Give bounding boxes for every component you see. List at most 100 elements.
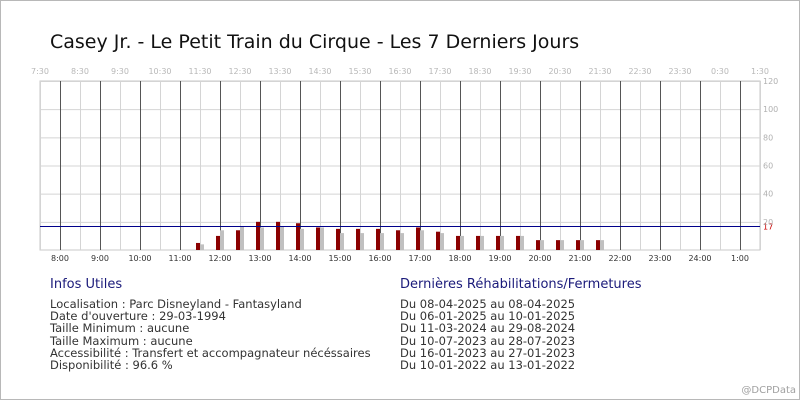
bar-series-2 — [540, 240, 544, 250]
bar-series-2 — [380, 233, 384, 250]
top-tick-label: 14:30 — [308, 67, 331, 76]
y-tick-label: 20 — [763, 218, 773, 227]
bar-series-1 — [416, 227, 420, 250]
bar-series-1 — [516, 235, 520, 250]
closures-panel-title: Dernières Réhabilitations/Fermetures — [400, 277, 642, 292]
bottom-tick-label: 13:00 — [248, 254, 271, 263]
y-tick-label: 120 — [763, 77, 778, 86]
top-tick-label: 16:30 — [388, 67, 411, 76]
bar-series-2 — [300, 228, 304, 250]
bottom-tick-label: 1:00 — [731, 254, 749, 263]
bar-series-2 — [480, 235, 484, 250]
info-availability: Disponibilité : 96.6 % — [50, 357, 173, 372]
top-tick-label: 22:30 — [628, 67, 651, 76]
bar-series-2 — [320, 227, 324, 250]
bar-series-2 — [560, 240, 564, 250]
bar-series-1 — [316, 227, 320, 250]
closure-item: Du 16-01-2023 au 27-01-2023 — [400, 345, 576, 360]
bar-series-1 — [296, 223, 300, 250]
info-opening-date: Date d'ouverture : 29-03-1994 — [50, 309, 226, 324]
bar-series-2 — [260, 227, 264, 250]
bar-series-2 — [240, 226, 244, 250]
top-tick-label: 20:30 — [548, 67, 571, 76]
bar-series-1 — [376, 228, 380, 250]
bar-series-2 — [440, 233, 444, 250]
bottom-tick-label: 18:00 — [448, 254, 471, 263]
top-tick-label: 18:30 — [468, 67, 491, 76]
top-tick-label: 1:30 — [751, 67, 769, 76]
bar-series-1 — [536, 240, 540, 250]
watermark: @DCPData — [741, 385, 796, 396]
bar-series-1 — [496, 235, 500, 250]
bottom-tick-label: 22:00 — [608, 254, 631, 263]
y-tick-label: 80 — [763, 133, 773, 142]
bottom-tick-label: 15:00 — [328, 254, 351, 263]
top-tick-label: 21:30 — [588, 67, 611, 76]
closure-item: Du 11-03-2024 au 29-08-2024 — [400, 321, 576, 336]
bar-series-1 — [456, 235, 460, 250]
bar-series-1 — [236, 230, 240, 250]
bar-series-1 — [556, 240, 560, 250]
bottom-tick-label: 9:00 — [91, 254, 109, 263]
info-accessibility: Accessibilité : Transfert et accompagnat… — [50, 345, 371, 360]
bar-series-1 — [196, 242, 200, 250]
bottom-tick-label: 19:00 — [488, 254, 511, 263]
bar-series-2 — [500, 235, 504, 250]
top-tick-label: 15:30 — [348, 67, 371, 76]
closure-item: Du 08-04-2025 au 08-04-2025 — [400, 297, 576, 311]
top-tick-label: 13:30 — [268, 67, 291, 76]
info-min-height: Taille Minimum : aucune — [50, 321, 190, 336]
bar-series-2 — [420, 230, 424, 250]
top-tick-label: 19:30 — [508, 67, 531, 76]
bar-series-1 — [436, 231, 440, 250]
bar-series-2 — [400, 233, 404, 250]
top-tick-label: 10:30 — [148, 67, 171, 76]
bar-series-1 — [336, 228, 340, 250]
bar-series-1 — [216, 235, 220, 250]
top-tick-label: 8:30 — [71, 67, 89, 76]
y-tick-label: 100 — [763, 105, 778, 114]
info-location: Localisation : Parc Disneyland - Fantasy… — [50, 297, 302, 311]
top-tick-label: 9:30 — [111, 67, 129, 76]
bar-series-1 — [256, 221, 260, 250]
bar-series-1 — [576, 240, 580, 250]
bottom-tick-label: 24:00 — [688, 254, 711, 263]
bar-series-2 — [520, 235, 524, 250]
bottom-tick-label: 20:00 — [528, 254, 551, 263]
bottom-tick-label: 12:00 — [208, 254, 231, 263]
bottom-tick-label: 8:00 — [51, 254, 69, 263]
bottom-tick-label: 16:00 — [368, 254, 391, 263]
y-tick-label: 60 — [763, 162, 773, 171]
info-list: Localisation : Parc Disneyland - Fantasy… — [50, 298, 371, 371]
bar-series-1 — [356, 228, 360, 250]
bar-series-2 — [580, 240, 584, 250]
bar-series-1 — [476, 235, 480, 250]
bar-series-2 — [200, 244, 204, 250]
closures-list: Du 08-04-2025 au 08-04-2025 Du 06-01-202… — [400, 298, 575, 371]
closure-item: Du 06-01-2025 au 10-01-2025 — [400, 309, 576, 324]
bar-series-1 — [596, 240, 600, 250]
top-tick-label: 17:30 — [428, 67, 451, 76]
bar-series-1 — [276, 221, 280, 250]
bar-series-2 — [220, 230, 224, 250]
bar-series-2 — [360, 233, 364, 250]
bar-series-2 — [600, 240, 604, 250]
bottom-tick-label: 21:00 — [568, 254, 591, 263]
info-panel-title: Infos Utiles — [50, 277, 123, 292]
info-max-height: Taille Maximum : aucune — [50, 333, 193, 348]
y-tick-label: 40 — [763, 190, 773, 199]
bottom-tick-label: 14:00 — [288, 254, 311, 263]
bottom-tick-label: 10:00 — [128, 254, 151, 263]
top-tick-label: 11:30 — [188, 67, 211, 76]
bar-series-2 — [340, 233, 344, 250]
top-tick-label: 0:30 — [711, 67, 729, 76]
top-tick-label: 23:30 — [668, 67, 691, 76]
reference-line-label: 17 — [763, 223, 773, 232]
bottom-tick-label: 11:00 — [168, 254, 191, 263]
closure-item: Du 10-07-2023 au 28-07-2023 — [400, 333, 576, 348]
chart-title: Casey Jr. - Le Petit Train du Cirque - L… — [50, 31, 580, 53]
bottom-tick-label: 23:00 — [648, 254, 671, 263]
bar-series-2 — [460, 235, 464, 250]
bottom-tick-label: 17:00 — [408, 254, 431, 263]
